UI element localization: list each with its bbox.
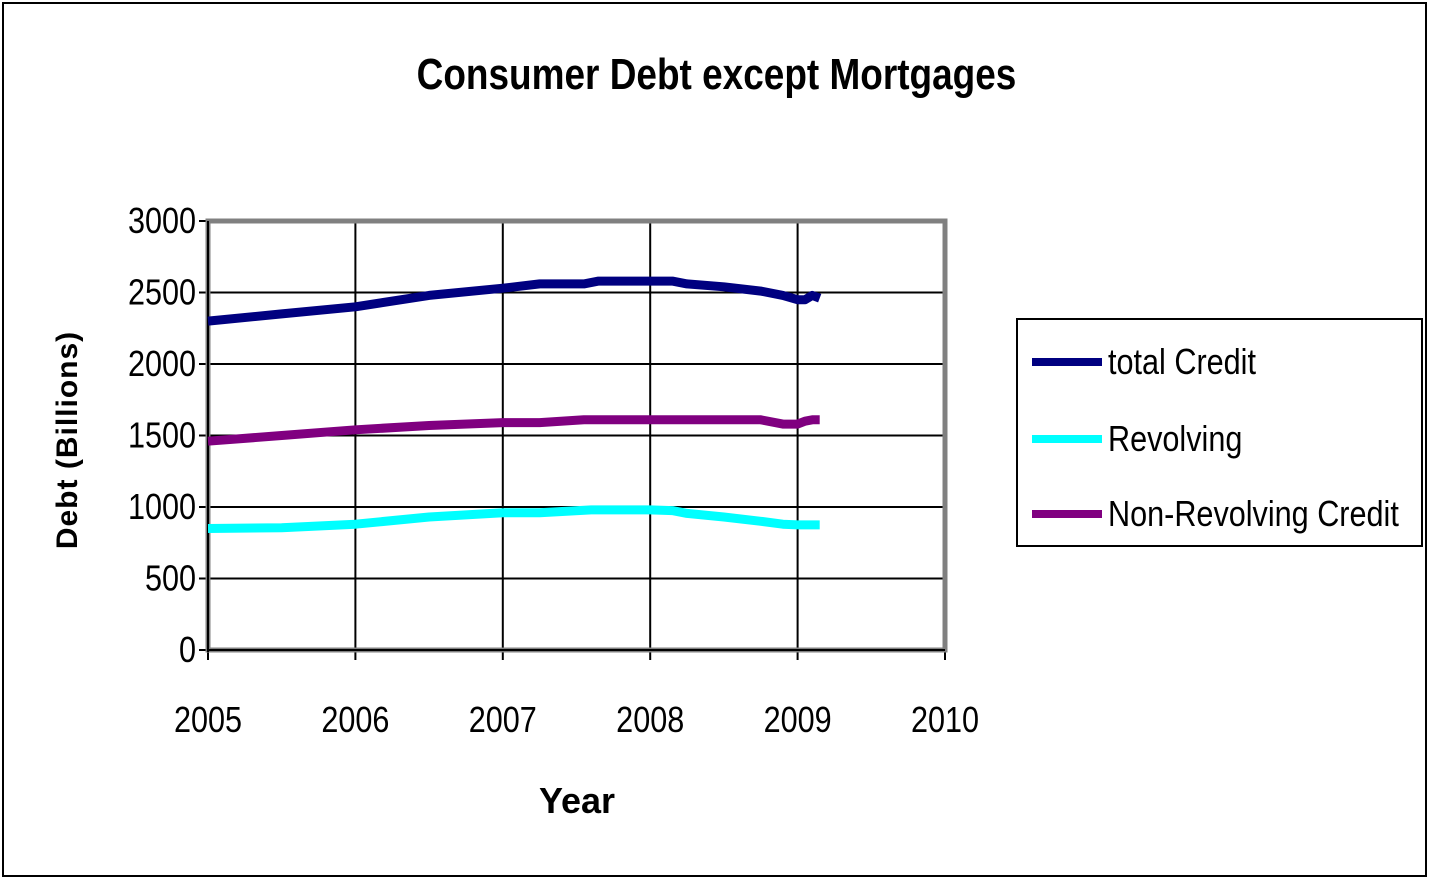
legend-swatch-total-credit	[1032, 358, 1102, 366]
series-line-non-revolving-credit	[207, 415, 820, 446]
x-tick-label: 2010	[911, 701, 979, 741]
y-tick-label: 2000	[128, 345, 196, 385]
x-tick-label: 2008	[616, 701, 684, 741]
series-line-revolving	[207, 505, 820, 533]
chart-title: Consumer Debt except Mortgages	[416, 50, 1017, 99]
legend-item-non-revolving: Non-Revolving Credit	[1018, 493, 1433, 534]
x-tick-label: 2005	[174, 701, 242, 741]
x-tick-label: 2007	[469, 701, 537, 741]
x-tick-label: 2009	[764, 701, 832, 741]
y-tick-label: 2500	[128, 273, 196, 313]
y-tick-label: 500	[145, 559, 196, 599]
y-tick-label: 1500	[128, 416, 196, 456]
y-tick-label: 0	[179, 631, 196, 671]
series-line-total-credit	[207, 276, 822, 326]
x-axis-label: Year	[538, 780, 616, 821]
legend-swatch-non-revolving	[1032, 510, 1102, 518]
legend-label-non-revolving: Non-Revolving Credit	[1108, 493, 1399, 534]
legend-label-revolving: Revolving	[1108, 418, 1243, 459]
y-tick-label: 1000	[128, 488, 196, 528]
legend-label-total-credit: total Credit	[1108, 341, 1256, 382]
x-tick-label: 2006	[321, 701, 389, 741]
legend-item-total-credit: total Credit	[1018, 341, 1282, 382]
legend-swatch-revolving	[1032, 435, 1102, 443]
y-tick-label: 3000	[128, 202, 196, 242]
legend-item-revolving: Revolving	[1018, 418, 1266, 459]
legend: total Credit Revolving Non-Revolving Cre…	[1016, 318, 1423, 547]
